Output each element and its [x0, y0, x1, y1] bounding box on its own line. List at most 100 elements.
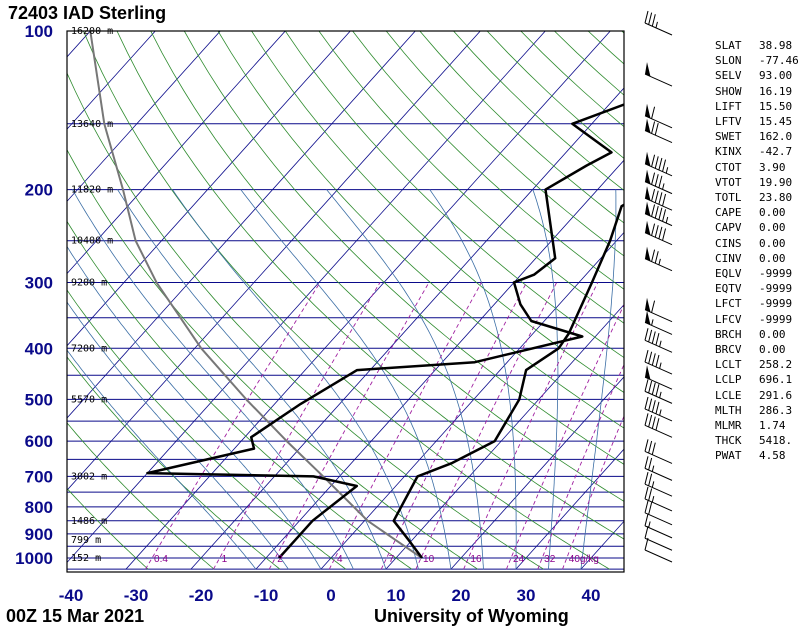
index-name: LFCT	[715, 297, 742, 311]
index-name: MLMR	[715, 419, 742, 433]
wind-barb-flag	[654, 190, 659, 203]
isotherm-line	[67, 31, 546, 564]
index-name: CINV	[715, 251, 742, 265]
isotherm-line	[67, 31, 156, 130]
wind-barb-flag	[644, 513, 649, 527]
index-row: EQTV -9999	[715, 281, 807, 296]
index-row: SLON -77.46	[715, 53, 807, 68]
dry-adiabat	[217, 31, 624, 429]
wind-barb-half-flag	[651, 465, 655, 472]
wind-barb-flag	[648, 440, 653, 454]
wind-barb-half-flag	[655, 21, 658, 28]
wind-barb-half-flag	[665, 216, 669, 224]
dry-adiabat	[318, 31, 624, 324]
index-row: CINV 0.00	[715, 251, 807, 266]
wind-barb-flag	[644, 456, 649, 469]
index-name: SLON	[715, 54, 742, 68]
wind-barb-flag	[655, 418, 660, 431]
index-name: CAPE	[715, 206, 742, 220]
wind-barb	[644, 456, 673, 481]
wind-barb-pennant	[645, 151, 651, 167]
temperature-tick-label: 20	[452, 586, 471, 605]
index-name: SELV	[715, 69, 742, 83]
wind-barb-staff	[644, 22, 673, 36]
mixing-ratio-line	[537, 363, 624, 570]
mixing-ratio-line	[328, 282, 482, 570]
index-row: CAPE 0.00	[715, 205, 807, 220]
index-name: LIFT	[715, 99, 742, 113]
dry-adiabat	[67, 422, 215, 570]
wind-barb-staff	[644, 130, 673, 144]
wind-barb-flag	[654, 174, 659, 187]
index-value: 5418.	[759, 434, 793, 448]
wind-barb-flag	[651, 204, 656, 217]
index-value: -42.7	[759, 145, 793, 159]
index-name: MLTH	[715, 403, 742, 417]
wind-barb-flag	[648, 473, 653, 486]
index-row: BRCH 0.00	[715, 327, 807, 342]
isotherm-line	[190, 87, 624, 570]
wind-barb-half-flag	[648, 521, 651, 528]
wind-barb	[644, 169, 673, 195]
index-value: -9999	[759, 282, 793, 296]
mixing-ratio-line	[145, 282, 321, 570]
isotherm-line	[67, 31, 416, 419]
mixing-ratio-line	[213, 282, 381, 570]
index-name: PWAT	[715, 449, 742, 463]
wind-barb-staff	[644, 525, 673, 539]
mixing-ratio-label: 10	[423, 554, 435, 565]
sounding-profiles	[89, 31, 624, 559]
index-row: LCLE 291.6	[715, 388, 807, 403]
wind-barb-pennant	[645, 118, 651, 134]
index-value: 0.00	[759, 251, 786, 265]
wind-barb-flag	[644, 472, 649, 485]
index-value: 3.90	[759, 160, 786, 174]
index-value: 258.2	[759, 358, 793, 372]
mixing-ratio-line	[505, 303, 624, 570]
dry-adiabat	[67, 356, 281, 570]
wind-barb-flag	[644, 413, 649, 426]
wind-barb	[644, 328, 673, 353]
wind-barb-flag	[651, 331, 656, 344]
height-label: 1486 m	[71, 516, 107, 527]
wind-barb	[644, 379, 673, 404]
wind-barb-half-flag	[659, 340, 662, 347]
moist-adiabat	[429, 189, 517, 570]
index-value: 0.00	[759, 221, 786, 235]
wind-barb-flag	[644, 379, 649, 392]
index-name: LFTV	[715, 115, 742, 129]
pressure-tick-label: 400	[25, 339, 53, 358]
moist-adiabat	[240, 189, 452, 570]
temperature-tick-label: -30	[124, 586, 149, 605]
axis-labels: 0.4 1 2 4 7 10 16 24 32 40g/kg1002003004005006007…	[15, 22, 600, 605]
pressure-tick-label: 200	[25, 181, 53, 200]
wind-barb	[644, 500, 673, 526]
wind-barb	[644, 537, 673, 563]
wind-barb-flag	[644, 328, 649, 341]
wind-barb-flag	[651, 154, 656, 167]
source-label: University of Wyoming	[374, 606, 569, 626]
pressure-tick-label: 800	[25, 498, 53, 517]
wind-barb-pennant	[645, 103, 651, 119]
mixing-ratio-line	[562, 415, 624, 570]
mixing-ratio-line	[268, 282, 430, 570]
wind-barb-flag	[662, 209, 667, 222]
diagram-grid	[67, 31, 624, 570]
index-row: CTOT 3.90	[715, 160, 807, 175]
index-name: BRCH	[715, 327, 742, 341]
wind-barb-flag	[658, 157, 663, 171]
wind-barb-flag	[648, 502, 653, 515]
wind-barb-flag	[662, 193, 667, 207]
wind-barb-flag	[651, 223, 656, 236]
index-name: BRCV	[715, 343, 742, 357]
wind-barb-flag	[651, 106, 656, 119]
wind-barb-half-flag	[651, 481, 655, 488]
index-name: SHOW	[715, 84, 742, 98]
wind-barb-staff	[644, 537, 673, 551]
wind-barb	[644, 201, 673, 227]
wind-barb-flag	[651, 249, 656, 262]
index-value: 162.0	[759, 130, 793, 144]
temperature-tick-label: -40	[59, 586, 84, 605]
wind-barb	[644, 365, 673, 390]
wind-barb-flag	[654, 156, 659, 169]
